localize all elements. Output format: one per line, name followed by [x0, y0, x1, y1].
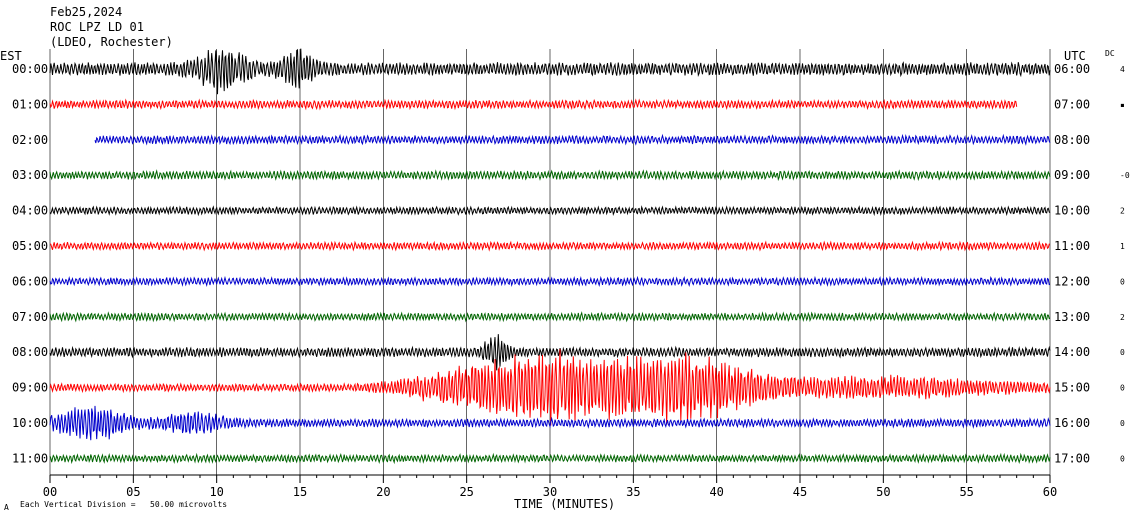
- corner-mark: A: [4, 503, 9, 512]
- x-tick-label: 30: [543, 485, 557, 499]
- dc-value: 0: [1120, 454, 1125, 463]
- trace-line: [49, 334, 1051, 371]
- row-label-est: 03:00: [12, 168, 48, 182]
- dc-value: 2: [1120, 207, 1125, 216]
- row-label-utc: 10:00: [1054, 204, 1090, 218]
- row-label-utc: 13:00: [1054, 310, 1090, 324]
- dc-value: 2: [1120, 313, 1125, 322]
- trace-line: [49, 311, 1050, 323]
- trace-line: [49, 452, 1051, 465]
- row-label-utc: 11:00: [1054, 239, 1090, 253]
- row-label-utc: 15:00: [1054, 381, 1090, 395]
- row-label-est: 09:00: [12, 381, 48, 395]
- x-tick-label: 60: [1043, 485, 1057, 499]
- header-station: ROC LPZ LD 01: [50, 20, 144, 34]
- header-date: Feb25,2024: [50, 5, 123, 19]
- dc-value: 4: [1120, 65, 1125, 74]
- trace-group: [49, 48, 1051, 465]
- row-label-est: 01:00: [12, 97, 48, 111]
- x-tick-label: 15: [293, 485, 307, 499]
- x-tick-label: 40: [709, 485, 723, 499]
- trace-line: [94, 133, 1051, 146]
- dc-value: 0: [1120, 384, 1125, 393]
- dc-value: 0: [1120, 348, 1125, 357]
- row-label-est: 07:00: [12, 310, 48, 324]
- row-label-est: 10:00: [12, 416, 48, 430]
- trace-line: [49, 275, 1051, 288]
- trace-line: [49, 240, 1050, 252]
- row-label-utc: 09:00: [1054, 168, 1090, 182]
- dc-value: 1: [1120, 242, 1125, 251]
- x-tick-label: 20: [376, 485, 390, 499]
- x-tick-label: 55: [959, 485, 973, 499]
- row-label-est: 08:00: [12, 345, 48, 359]
- row-label-est: 00:00: [12, 62, 48, 76]
- row-label-est: 02:00: [12, 133, 48, 147]
- x-tick-label: 45: [793, 485, 807, 499]
- trace-line: [49, 98, 1018, 111]
- row-label-utc: 12:00: [1054, 274, 1090, 288]
- trace-line: [49, 405, 1051, 441]
- dc-value: 0: [1120, 419, 1125, 428]
- x-tick-label: 50: [876, 485, 890, 499]
- row-label-utc: 17:00: [1054, 451, 1090, 465]
- row-label-utc: 08:00: [1054, 133, 1090, 147]
- right-tz-label: UTC: [1064, 49, 1086, 63]
- row-label-est: 05:00: [12, 239, 48, 253]
- grid: [49, 49, 1051, 483]
- row-label-est: 06:00: [12, 274, 48, 288]
- trace-line: [49, 349, 1051, 426]
- dc-value: -0: [1120, 171, 1130, 180]
- trace-line: [49, 169, 1051, 182]
- x-tick-label: 35: [626, 485, 640, 499]
- row-label-utc: 06:00: [1054, 62, 1090, 76]
- left-tz-label: EST: [0, 49, 22, 63]
- dc-value: ▪: [1120, 100, 1125, 109]
- row-label-est: 04:00: [12, 204, 48, 218]
- row-label-utc: 16:00: [1054, 416, 1090, 430]
- row-label-est: 11:00: [12, 451, 48, 465]
- row-label-utc: 07:00: [1054, 97, 1090, 111]
- header-network: (LDEO, Rochester): [50, 35, 173, 49]
- x-tick-label: 25: [459, 485, 473, 499]
- scale-note: Each Vertical Division = 50.00 microvolt…: [20, 500, 228, 509]
- trace-line: [49, 48, 1051, 95]
- row-label-utc: 14:00: [1054, 345, 1090, 359]
- x-tick-label: 10: [209, 485, 223, 499]
- x-axis-label: TIME (MINUTES): [514, 497, 615, 511]
- x-tick-label: 00: [43, 485, 57, 499]
- x-tick-label: 05: [126, 485, 140, 499]
- dc-header: DC: [1105, 49, 1115, 58]
- trace-line: [49, 205, 1051, 217]
- dc-value: 0: [1120, 277, 1125, 286]
